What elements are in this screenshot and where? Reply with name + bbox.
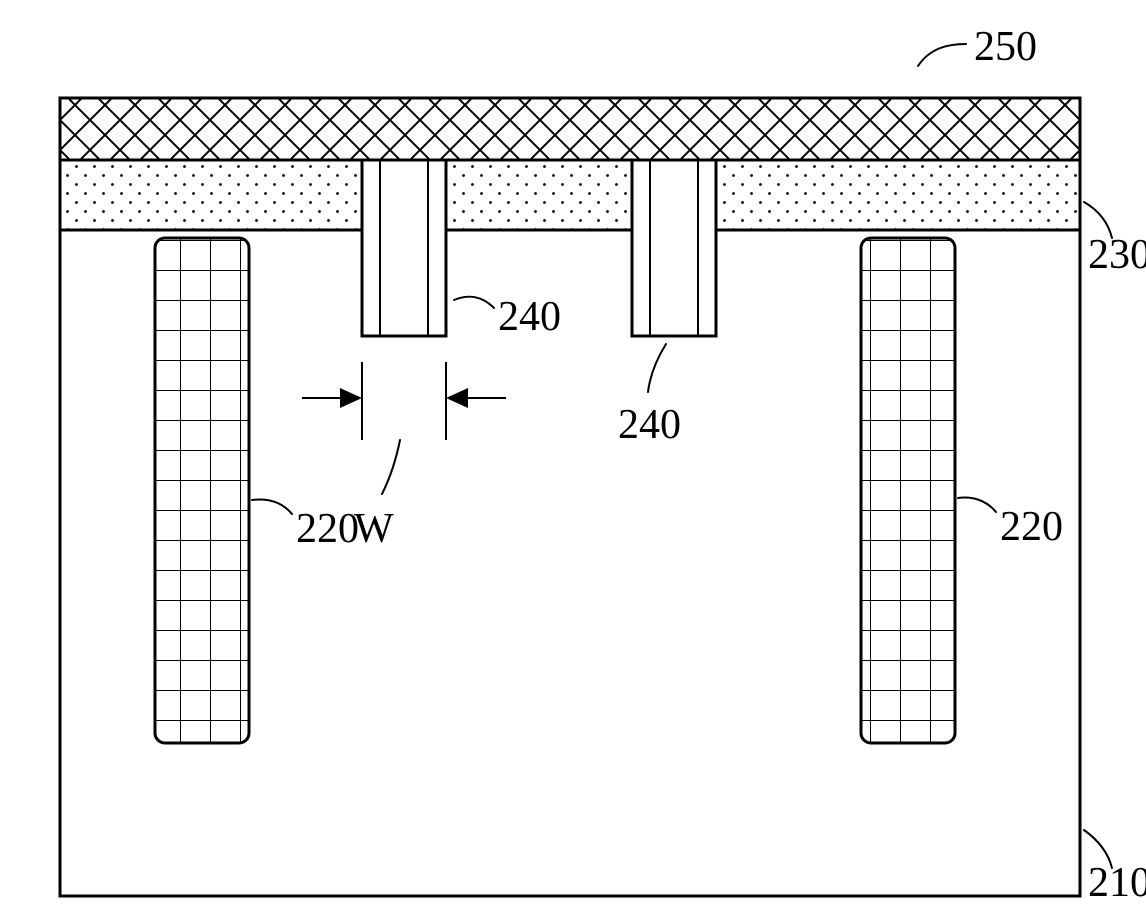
label-240a: 240 [498,294,561,340]
label-W: W [354,506,394,552]
label-250: 250 [974,24,1037,70]
top-hatched-layer [60,98,1080,160]
leader-250 [918,44,966,66]
shallow-plug [362,160,446,336]
label-210: 210 [1088,860,1146,906]
label-240b: 240 [618,402,681,448]
label-230: 230 [1088,232,1146,278]
dotted-layer-segment [60,160,362,230]
label-220b: 220 [1000,504,1063,550]
dotted-layer-segment [446,160,632,230]
shallow-plug [632,160,716,336]
dotted-layer-segment [716,160,1080,230]
label-220a: 220 [296,506,359,552]
deep-trench [155,238,249,743]
deep-trench [861,238,955,743]
